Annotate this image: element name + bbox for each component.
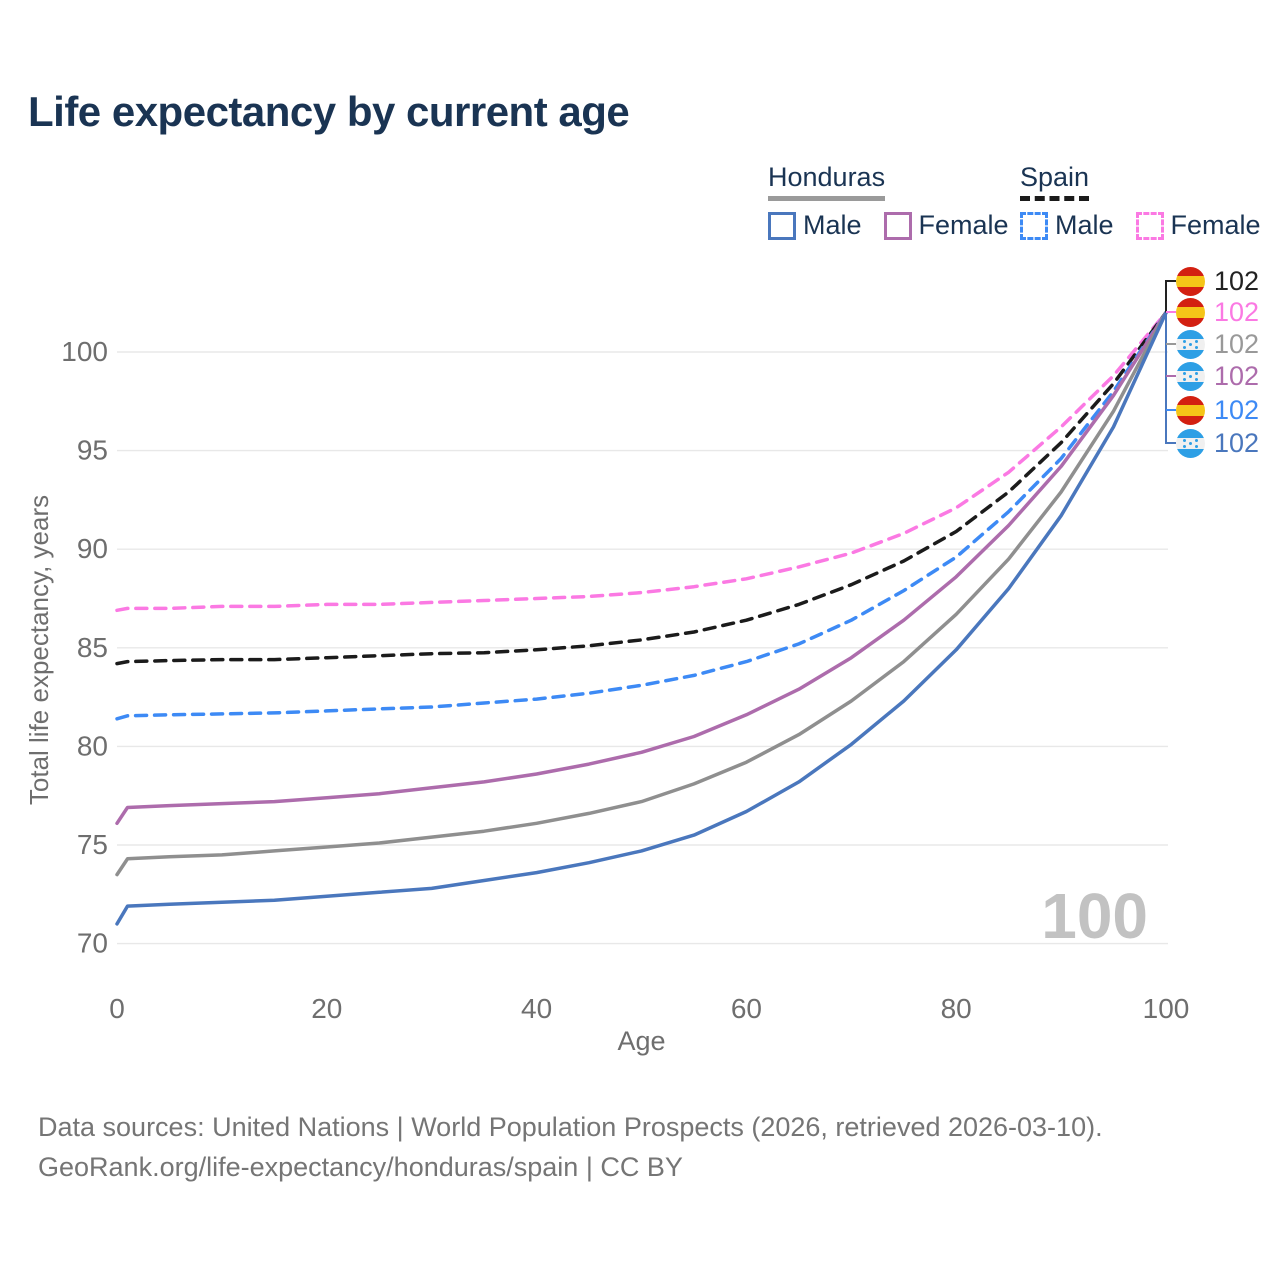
x-tick-label: 60 [731, 993, 762, 1024]
endpoint-label-spain-female: 102 [1176, 297, 1259, 327]
spain-female-swatch-icon [1135, 211, 1164, 240]
legend-group-honduras: Honduras Male Female [768, 162, 1009, 241]
spain-flag-icon [1176, 266, 1205, 296]
legend-item-spain-female: Female [1135, 210, 1261, 241]
legend-item-spain-male: Male [1020, 210, 1114, 241]
legend-item-honduras-male: Male [768, 210, 862, 241]
y-tick-label: 90 [77, 533, 108, 564]
spain-flag-icon [1176, 297, 1205, 327]
legend-item-label: Female [918, 210, 1009, 240]
series-line-spain-female [115, 310, 1168, 613]
page-title: Life expectancy by current age [28, 88, 630, 135]
honduras-flag-icon [1176, 329, 1205, 359]
honduras-flag-icon [1176, 428, 1205, 458]
legend-country-spain: Spain [1020, 162, 1090, 201]
legend-item-label: Male [1055, 210, 1114, 240]
honduras-female-swatch-icon [883, 211, 912, 240]
endpoint-label-honduras-total: 102 [1176, 329, 1259, 359]
x-tick-label: 80 [941, 993, 972, 1024]
endpoint-label-spain-total: 102 [1176, 266, 1259, 296]
y-axis-title: Total life expectancy, years [24, 495, 54, 805]
endpoint-value: 102 [1214, 329, 1260, 359]
x-tick-label: 20 [311, 993, 342, 1024]
series-line-honduras-male [115, 310, 1168, 926]
legend-item-label: Male [803, 210, 862, 240]
series-line-spain-total [115, 310, 1168, 666]
series-line-honduras-female [115, 310, 1168, 826]
spain-male-swatch-icon [1020, 211, 1048, 240]
endpoint-value: 102 [1214, 428, 1260, 458]
y-tick-label: 100 [61, 336, 108, 367]
footer: Data sources: United Nations | World Pop… [38, 1107, 1103, 1187]
x-tick-label: 0 [109, 993, 125, 1024]
endpoint-connector [1165, 280, 1176, 313]
endpoint-label-spain-male: 102 [1176, 395, 1259, 425]
x-axis-title: Age [617, 1026, 665, 1056]
series-line-honduras-total [115, 310, 1168, 877]
endpoint-label-honduras-male: 102 [1176, 428, 1259, 458]
endpoint-connector [1165, 312, 1176, 444]
y-tick-label: 75 [77, 829, 108, 860]
footer-attribution: GeoRank.org/life-expectancy/honduras/spa… [38, 1152, 683, 1182]
legend-item-label: Female [1170, 210, 1261, 240]
endpoint-value: 102 [1214, 395, 1260, 425]
y-tick-label: 70 [77, 928, 108, 959]
legend-country-honduras: Honduras [768, 162, 886, 201]
age-counter-watermark: 100 [1041, 880, 1148, 952]
y-tick-label: 80 [77, 730, 108, 761]
endpoint-value: 102 [1214, 361, 1260, 391]
legend-group-spain: Spain Male Female [1020, 162, 1261, 241]
spain-flag-icon [1176, 395, 1205, 425]
legend-item-honduras-female: Female [883, 210, 1009, 241]
x-tick-label: 100 [1143, 993, 1190, 1024]
x-tick-label: 40 [521, 993, 552, 1024]
footer-data-sources: Data sources: United Nations | World Pop… [38, 1112, 1103, 1142]
honduras-flag-icon [1176, 361, 1205, 391]
endpoint-value: 102 [1214, 297, 1260, 327]
y-tick-label: 95 [77, 435, 108, 466]
endpoint-label-honduras-female: 102 [1176, 361, 1259, 391]
series-line-spain-male [115, 310, 1168, 721]
honduras-male-swatch-icon [768, 211, 796, 240]
endpoint-value: 102 [1214, 266, 1260, 296]
y-tick-label: 85 [77, 632, 108, 663]
